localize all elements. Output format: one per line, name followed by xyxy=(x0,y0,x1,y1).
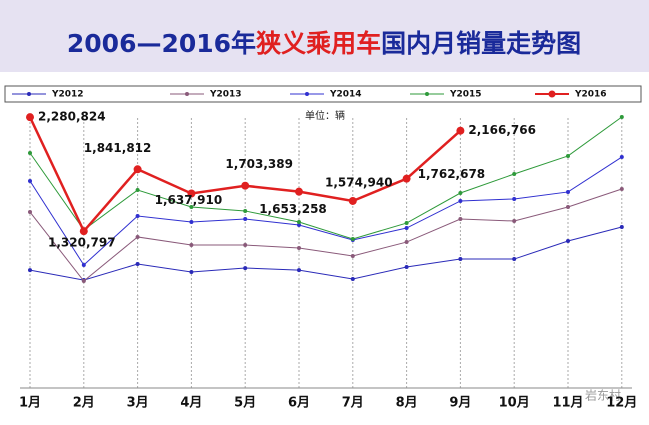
data-point xyxy=(28,179,32,184)
data-label: 1,320,797 xyxy=(48,236,116,250)
x-tick-label: 2月 xyxy=(73,396,95,411)
data-point xyxy=(402,174,411,183)
title-band xyxy=(0,0,649,72)
x-tick-label: 9月 xyxy=(449,396,471,411)
data-point xyxy=(404,264,409,269)
legend-label: Y2012 xyxy=(51,90,84,100)
data-label: 1,762,678 xyxy=(418,167,486,181)
data-point xyxy=(297,219,301,224)
data-point xyxy=(187,189,196,198)
data-point xyxy=(189,205,194,210)
title-part: 2006—2016年 xyxy=(67,29,256,58)
data-point xyxy=(81,262,86,267)
data-label: 2,166,766 xyxy=(468,123,536,137)
x-tick-label: 6月 xyxy=(288,396,310,411)
data-point xyxy=(350,236,355,241)
x-tick-label: 1月 xyxy=(19,396,41,411)
data-label: 2,280,824 xyxy=(38,110,106,124)
data-point xyxy=(28,210,32,215)
data-label: 1,841,812 xyxy=(84,141,152,155)
x-tick-label: 11月 xyxy=(552,396,583,411)
data-point xyxy=(404,221,409,226)
data-point xyxy=(135,188,140,193)
data-point xyxy=(458,257,463,262)
data-point xyxy=(404,240,409,245)
x-tick-label: 5月 xyxy=(234,396,256,411)
data-point xyxy=(81,279,86,284)
data-point xyxy=(619,155,624,160)
data-point xyxy=(458,217,463,222)
data-point xyxy=(243,266,248,271)
data-point xyxy=(26,113,34,122)
series-line xyxy=(29,188,622,282)
data-point xyxy=(297,268,301,273)
data-label: 1,637,910 xyxy=(155,193,223,207)
legend-marker xyxy=(548,90,556,98)
x-tick-label: 7月 xyxy=(342,396,364,411)
data-point xyxy=(243,243,248,248)
chart-title: 2006—2016年狭义乘用车国内月销量走势图 xyxy=(67,29,581,58)
legend-label: Y2015 xyxy=(449,90,482,100)
data-label: 1,574,940 xyxy=(325,175,393,189)
data-label: 1,653,258 xyxy=(259,202,327,216)
data-point xyxy=(189,219,194,224)
data-point xyxy=(28,268,32,273)
x-tick-label: 10月 xyxy=(499,396,530,411)
x-tick-label: 12月 xyxy=(606,396,637,411)
data-point xyxy=(512,257,517,262)
data-point xyxy=(79,227,88,236)
data-point xyxy=(512,196,517,201)
data-point xyxy=(243,208,248,213)
data-point xyxy=(458,198,463,203)
legend-marker xyxy=(425,92,429,96)
data-point xyxy=(619,186,624,191)
data-point xyxy=(512,219,517,224)
legend-marker xyxy=(185,92,189,96)
legend-label: Y2014 xyxy=(329,90,362,100)
data-point xyxy=(566,238,570,243)
legend-marker xyxy=(27,92,31,96)
series-line xyxy=(29,156,623,266)
x-tick-label: 8月 xyxy=(396,396,418,411)
data-point xyxy=(243,217,248,222)
unit-label: 单位：辆 xyxy=(305,109,345,122)
data-point xyxy=(456,126,465,135)
x-tick-label: 3月 xyxy=(127,396,149,411)
data-point xyxy=(297,222,301,227)
data-point xyxy=(241,181,250,190)
data-point xyxy=(350,276,355,281)
data-point xyxy=(619,224,624,229)
data-point xyxy=(135,262,140,267)
data-point xyxy=(189,243,194,248)
legend-marker xyxy=(305,92,309,96)
data-point xyxy=(295,187,303,196)
data-point xyxy=(566,153,570,158)
legend-label: Y2013 xyxy=(209,90,242,100)
series-line xyxy=(29,226,622,281)
data-point xyxy=(404,226,409,231)
data-point xyxy=(28,150,32,155)
data-point xyxy=(297,245,301,250)
title-part: 狭义乘用车 xyxy=(255,29,381,58)
x-tick-label: 4月 xyxy=(180,396,202,411)
watermark: 岩东村 xyxy=(585,388,621,403)
data-point xyxy=(135,214,140,219)
data-point xyxy=(135,234,140,239)
data-point xyxy=(566,189,570,194)
data-point xyxy=(350,253,355,258)
data-point xyxy=(619,115,624,120)
data-point xyxy=(458,191,463,196)
title-part: 国内月销量走势图 xyxy=(381,29,581,58)
data-point xyxy=(512,172,517,177)
series-line xyxy=(29,116,623,240)
data-point xyxy=(133,165,142,174)
data-point xyxy=(566,205,570,210)
legend-label: Y2016 xyxy=(574,90,607,100)
data-label: 1,703,389 xyxy=(225,157,293,171)
data-point xyxy=(348,196,357,205)
data-point xyxy=(189,269,194,274)
